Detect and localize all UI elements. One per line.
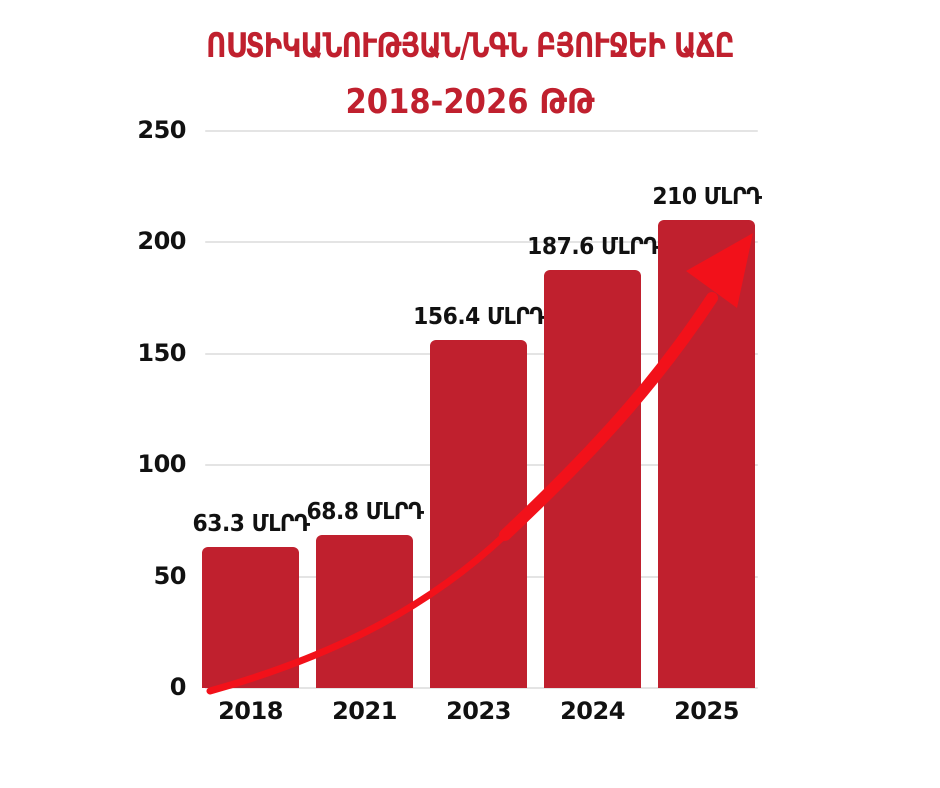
y-axis-tick-label-0: 0 [169,673,187,701]
x-axis-tick-label-2018: 2018 [218,697,283,725]
gridline-y-200 [205,241,758,244]
x-axis-tick-label-2021: 2021 [332,697,397,725]
bar-value-label-2024: 187.6 ՄԼՐԴ [526,234,659,261]
bar-2018 [202,546,299,688]
y-axis-tick-label-100: 100 [137,450,186,479]
y-axis-tick-label-200: 200 [137,227,186,256]
y-axis-tick-label-250: 250 [137,116,186,144]
y-axis-tick-label-50: 50 [153,561,187,590]
x-axis-tick-label-2023: 2023 [446,697,511,725]
bar-2023 [430,339,527,688]
x-axis-tick-label-2024: 2024 [560,697,625,725]
chart-title-line2: 2018-2026 ԹԹ [345,82,595,122]
bar-value-label-2025: 210 ՄԼՐԴ [651,184,762,211]
x-axis-tick-label-2025: 2025 [674,697,739,725]
bar-2021 [316,534,413,688]
bar-value-label-2021: 68.8 ՄԼՐԴ [306,498,423,525]
bar-2025 [658,220,755,688]
y-axis-tick-label-150: 150 [137,338,186,367]
gridline-y-250 [205,130,758,132]
chart-title-line1: ՈՍՏԻԿԱՆՈՒԹՅԱՆ/ՆԳՆ ԲՅՈՒՋԵԻ ԱՃԸ [206,26,734,66]
bar-2024 [544,270,641,688]
